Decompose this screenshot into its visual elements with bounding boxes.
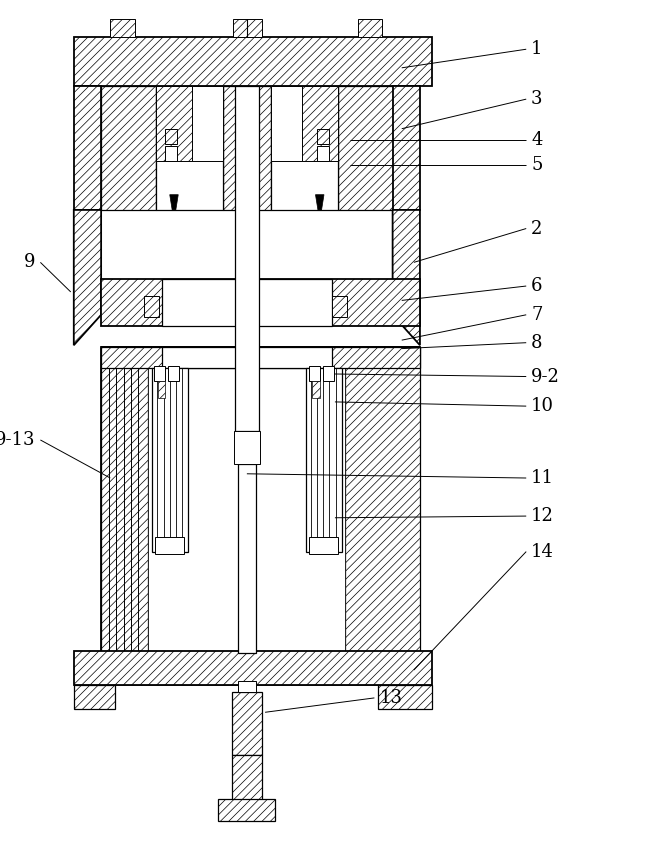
Text: 9-13: 9-13 [0,431,35,449]
Polygon shape [392,210,420,345]
Text: 5: 5 [531,156,543,174]
Bar [110,19,135,37]
Bar [238,681,256,692]
Bar [233,19,262,37]
Text: 4: 4 [531,130,543,148]
Bar [156,86,192,161]
Text: 11: 11 [531,469,554,487]
Text: 10: 10 [531,397,554,415]
Bar [232,692,262,754]
Text: 6: 6 [531,277,543,295]
Bar [358,19,382,37]
Bar [155,537,183,554]
Bar [165,146,177,161]
Bar [162,280,332,326]
Bar [309,537,338,554]
Bar [323,366,334,381]
Text: 3: 3 [531,90,543,108]
Bar [74,37,432,86]
Bar [74,652,432,685]
Bar [101,347,420,369]
Polygon shape [392,86,420,210]
Bar [234,86,259,432]
Text: 14: 14 [531,543,554,561]
Bar [232,754,262,802]
Bar [302,86,338,161]
Bar [157,381,165,398]
Text: 2: 2 [531,219,543,237]
Bar [223,86,270,210]
Bar [101,347,148,653]
Bar [317,146,329,161]
Bar [378,685,432,709]
Text: 1: 1 [531,41,543,58]
Polygon shape [170,195,178,210]
Bar [74,685,115,709]
Bar [162,347,332,369]
Bar [165,129,177,144]
Text: 9: 9 [24,254,35,271]
Text: 12: 12 [531,507,554,525]
Bar [317,129,329,144]
Bar [306,369,342,551]
Bar [236,86,257,210]
Text: 8: 8 [531,334,543,352]
Bar [270,86,302,161]
Text: 13: 13 [379,689,402,707]
Bar [270,86,338,210]
Polygon shape [74,210,101,345]
Bar [218,799,276,821]
Bar [234,432,260,463]
Bar [238,463,256,653]
Text: 7: 7 [531,306,543,324]
Bar [144,296,159,318]
Polygon shape [74,86,101,210]
Bar [345,347,420,653]
Bar [101,280,420,326]
Bar [168,366,179,381]
Bar [332,296,347,318]
Bar [309,366,320,381]
Bar [101,347,420,653]
Bar [312,381,320,398]
Bar [148,347,345,653]
Polygon shape [315,195,324,210]
Bar [156,86,223,210]
Bar [192,86,223,161]
Bar [101,86,156,210]
Text: 9-2: 9-2 [531,368,560,386]
Bar [151,369,188,551]
Bar [154,366,165,381]
Bar [338,86,392,210]
